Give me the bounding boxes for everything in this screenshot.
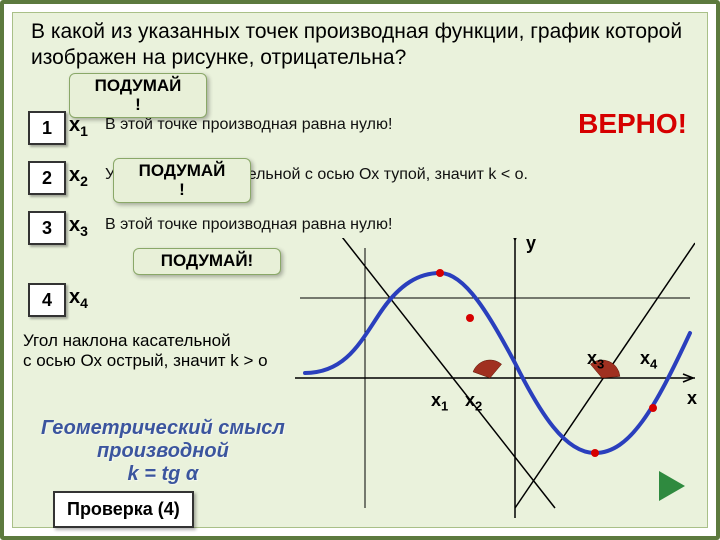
point-label-x4: х4	[640, 348, 657, 372]
think-bubble-3: ПОДУМАЙ!	[133, 248, 281, 275]
point-label-x3: х3	[587, 348, 604, 372]
graph: y х x1 x2 х3 х4	[295, 238, 695, 518]
answer-label-3: x3	[69, 214, 88, 239]
answer-box-2[interactable]: 2	[28, 161, 66, 195]
geometric-meaning: Геометрический смыслпроизводнойk = tg α	[41, 417, 285, 486]
think-bubble-2: ПОДУМАЙ!	[113, 158, 251, 203]
answer-box-3[interactable]: 3	[28, 211, 66, 245]
answer-label-4: x4	[69, 286, 88, 311]
answer-label-2: x2	[69, 164, 88, 189]
question-text: В какой из указанных точек производная ф…	[31, 19, 689, 72]
verno-text: ВЕРНО!	[578, 108, 687, 140]
tangent-note: Угол наклона касательной с осью Ох остры…	[23, 331, 268, 370]
x-axis-label: х	[687, 388, 697, 409]
answer-box-1[interactable]: 1	[28, 111, 66, 145]
check-button[interactable]: Проверка (4)	[53, 491, 194, 528]
think-bubble-1: ПОДУМАЙ!	[69, 73, 207, 118]
answer-text-1: В этой точке производная равна нулю!	[105, 116, 392, 134]
answer-box-4[interactable]: 4	[28, 283, 66, 317]
answer-text-3: В этой точке производная равна нулю!	[105, 216, 392, 234]
point-label-x2: x2	[465, 390, 482, 414]
point-label-x1: x1	[431, 390, 448, 414]
y-axis-label: y	[526, 233, 536, 254]
